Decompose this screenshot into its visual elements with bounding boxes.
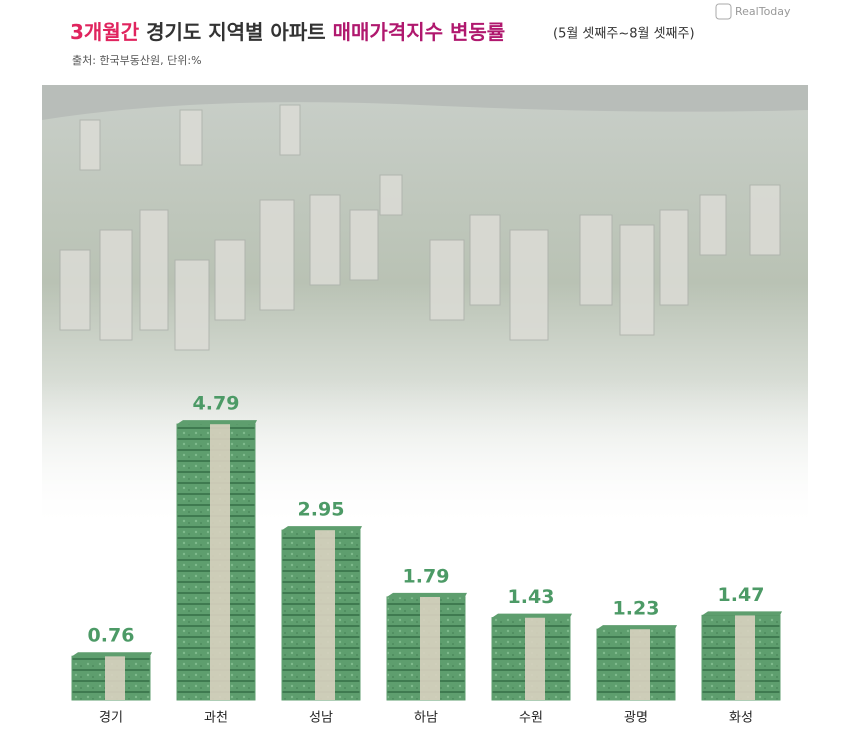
chart-title: 3개월간 경기도 지역별 아파트 매매가격지수 변동률 <box>70 20 505 44</box>
bar-top <box>702 611 782 616</box>
bar-band <box>105 656 125 700</box>
value-label: 2.95 <box>298 499 345 521</box>
bar-band <box>420 596 440 700</box>
source: 출처: 한국부동산원, 단위:% <box>72 54 202 67</box>
bar-band <box>315 530 335 700</box>
bar-band <box>525 617 545 700</box>
value-label: 0.76 <box>88 625 135 647</box>
chart-subtitle: (5월 셋째주~8월 셋째주) <box>553 27 695 42</box>
bar-band <box>210 424 230 700</box>
bar-band <box>630 629 650 700</box>
logo: RealToday <box>735 5 791 18</box>
bar-top <box>282 526 362 531</box>
value-label: 1.47 <box>718 584 765 606</box>
value-label: 1.79 <box>403 565 450 587</box>
bar-band <box>735 615 755 700</box>
title-part: 경기도 지역별 아파트 <box>146 20 326 44</box>
background-photo <box>42 85 808 540</box>
x-tick-label: 수원 <box>519 711 543 726</box>
bar-top <box>492 613 572 618</box>
x-tick-label: 과천 <box>204 711 228 726</box>
title-part: 매매가격지수 변동률 <box>333 20 506 44</box>
x-tick-label: 광명 <box>624 711 648 726</box>
title-part: 3개월간 <box>70 20 140 44</box>
bar-top <box>387 592 467 597</box>
bar-top <box>597 625 677 630</box>
x-tick-label: 화성 <box>729 711 753 726</box>
value-label: 1.43 <box>508 586 555 608</box>
value-label: 4.79 <box>193 393 240 415</box>
x-tick-label: 하남 <box>414 711 438 726</box>
x-tick-label: 성남 <box>309 711 333 726</box>
logo-icon <box>715 3 732 20</box>
bar-top <box>177 420 257 425</box>
bar-top <box>72 652 152 657</box>
value-label: 1.23 <box>613 598 660 620</box>
x-tick-label: 경기 <box>99 711 123 726</box>
